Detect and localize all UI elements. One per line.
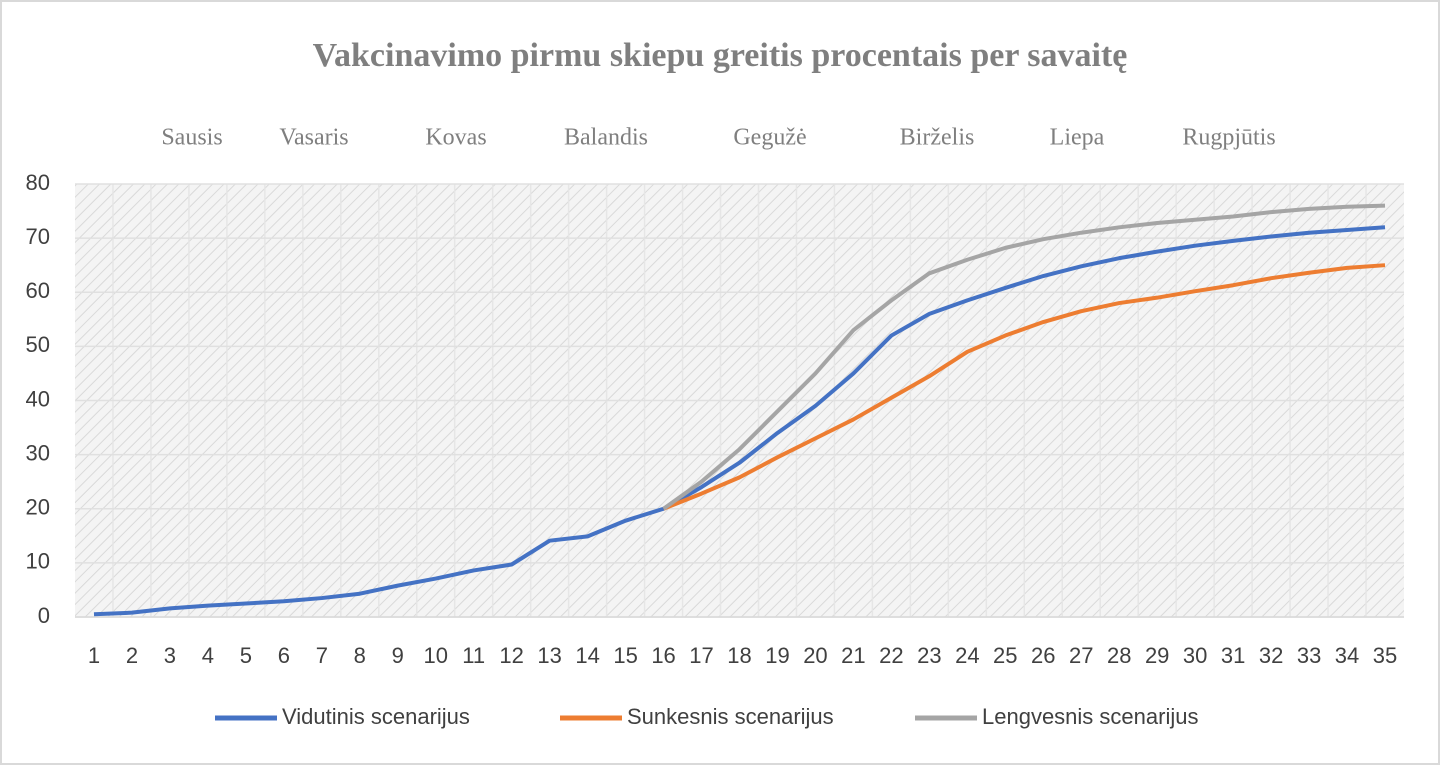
series-line <box>662 203 1386 511</box>
y-tick-label: 60 <box>26 278 50 303</box>
x-tick-label: 3 <box>164 643 176 668</box>
x-tick-label: 15 <box>613 643 637 668</box>
x-tick-label: 9 <box>392 643 404 668</box>
x-tick-label: 20 <box>803 643 827 668</box>
y-tick-label: 30 <box>26 440 50 465</box>
x-tick-label: 30 <box>1183 643 1207 668</box>
y-tick-label: 70 <box>26 224 50 249</box>
chart-title: Vakcinavimo pirmu skiepu greitis procent… <box>313 37 1128 74</box>
month-label: Balandis <box>564 125 648 151</box>
x-tick-label: 32 <box>1259 643 1283 668</box>
y-tick-label: 20 <box>26 495 50 520</box>
month-label: Kovas <box>425 125 486 151</box>
month-label: Gegužė <box>733 125 806 151</box>
x-tick-label: 5 <box>240 643 252 668</box>
x-tick-label: 19 <box>765 643 789 668</box>
y-tick-label: 0 <box>38 603 50 628</box>
x-tick-label: 2 <box>126 643 138 668</box>
x-tick-label: 34 <box>1335 643 1359 668</box>
x-tick-label: 11 <box>462 643 485 668</box>
month-label: Birželis <box>900 125 975 151</box>
month-label: Liepa <box>1050 125 1105 151</box>
x-tick-label: 1 <box>88 643 100 668</box>
x-tick-label: 22 <box>879 643 903 668</box>
x-tick-label: 27 <box>1069 643 1093 668</box>
x-tick-label: 26 <box>1031 643 1055 668</box>
x-tick-label: 6 <box>278 643 290 668</box>
x-tick-label: 28 <box>1107 643 1131 668</box>
series-line <box>662 263 1386 511</box>
x-tick-label: 24 <box>955 643 979 668</box>
y-tick-label: 80 <box>26 170 50 195</box>
x-tick-label: 16 <box>651 643 675 668</box>
legend-label: Lengvesnis scenarijus <box>982 704 1198 729</box>
x-tick-label: 25 <box>993 643 1017 668</box>
x-tick-label: 4 <box>202 643 214 668</box>
month-label: Sausis <box>161 125 222 151</box>
legend-label: Vidutinis scenarijus <box>282 704 470 729</box>
x-tick-label: 12 <box>499 643 523 668</box>
y-tick-label: 40 <box>26 386 50 411</box>
x-tick-label: 8 <box>354 643 366 668</box>
x-tick-label: 31 <box>1221 643 1245 668</box>
legend-label: Sunkesnis scenarijus <box>627 704 834 729</box>
month-label: Vasaris <box>279 125 348 151</box>
x-tick-label: 33 <box>1297 643 1321 668</box>
x-tick-label: 35 <box>1373 643 1397 668</box>
x-tick-label: 18 <box>727 643 751 668</box>
x-tick-label: 17 <box>689 643 713 668</box>
series-line <box>93 225 1386 617</box>
x-tick-label: 13 <box>537 643 561 668</box>
x-tick-label: 7 <box>316 643 328 668</box>
x-tick-label: 10 <box>423 643 447 668</box>
x-tick-label: 14 <box>575 643 599 668</box>
y-tick-label: 10 <box>26 549 50 574</box>
x-tick-label: 21 <box>841 643 865 668</box>
x-tick-label: 23 <box>917 643 941 668</box>
y-tick-label: 50 <box>26 332 50 357</box>
month-label: Rugpjūtis <box>1182 125 1275 151</box>
x-tick-label: 29 <box>1145 643 1169 668</box>
